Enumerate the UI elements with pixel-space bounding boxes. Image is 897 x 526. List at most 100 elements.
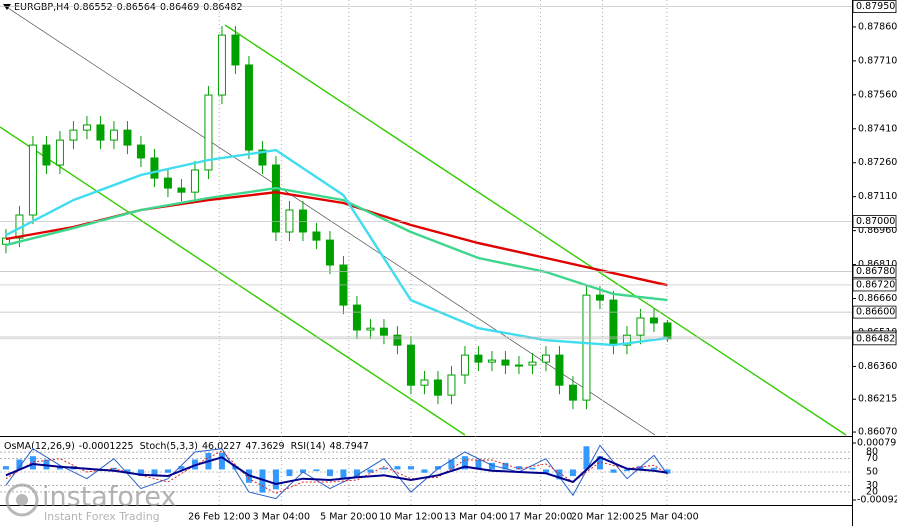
candle-body	[582, 294, 591, 401]
candle-body	[325, 239, 334, 266]
ohlc-low: 0.86469	[160, 2, 199, 13]
osma-bar	[502, 462, 509, 470]
candle-body	[406, 344, 415, 386]
watermark-brand: instaforex	[42, 482, 176, 513]
osma-name: OsMA(12,26,9)	[4, 441, 75, 452]
osma-bar	[529, 467, 536, 470]
candle-body	[42, 144, 51, 166]
x-tick-label: 13 Mar 04:00	[444, 512, 507, 523]
chart-title: EURGBP,H4 0.86552 0.86564 0.86469 0.86482	[14, 2, 243, 13]
y-tick-label: 0.86360	[858, 361, 897, 372]
candle-body	[379, 327, 388, 336]
osma-bar	[421, 469, 428, 473]
moving-average	[5, 186, 668, 302]
candle-body	[474, 354, 483, 363]
level-label: 70	[866, 453, 878, 464]
osma-bar	[542, 469, 549, 473]
y-tick-label: 0.87410	[858, 123, 897, 134]
price-level-box	[852, 278, 897, 292]
osma-bar	[272, 469, 279, 490]
candle-body	[271, 164, 280, 233]
candle-body	[69, 129, 78, 141]
osma-bar	[569, 469, 576, 477]
candle-body	[568, 384, 577, 401]
osma-bar	[461, 456, 468, 470]
indicator-header: OsMA(12,26,9) -0.0001225 Stoch(5,3,3) 46.02…	[4, 441, 369, 452]
watermark: instaforex Instant Forex Trading	[5, 482, 176, 523]
stoch-name: Stoch(5,3,3)	[140, 441, 198, 452]
candle-body	[393, 334, 402, 346]
y-tick-label: 0.87260	[858, 157, 897, 168]
y-tick-label: 0.87560	[858, 89, 897, 100]
osma-bar	[326, 469, 333, 477]
x-tick-label: 10 Mar 12:00	[379, 512, 442, 523]
osma-bar	[218, 452, 225, 470]
osma-bar	[313, 469, 320, 472]
osma-bar	[475, 459, 482, 470]
candle-body	[541, 354, 550, 363]
candle-body	[204, 94, 213, 171]
candle-body	[366, 327, 375, 331]
rsi-value: 48.7947	[330, 441, 369, 452]
x-tick-label: 5 Mar 20:00	[320, 512, 377, 523]
candle-body	[82, 124, 91, 131]
osma-bar	[407, 466, 414, 470]
candle-body	[258, 149, 267, 166]
price-level-box	[852, 264, 897, 278]
price-level-label: 0.86482	[856, 333, 895, 344]
candle-body	[150, 157, 159, 179]
candle-body	[636, 317, 645, 336]
watermark-tagline: Instant Forex Trading	[44, 510, 160, 523]
trend-line	[0, 126, 466, 436]
x-tick-label: 20 Mar 12:00	[571, 512, 634, 523]
candle-body	[501, 359, 510, 366]
price-level-label: 0.87950	[856, 1, 895, 12]
osma-bar	[394, 466, 401, 470]
x-tick-label: 17 Mar 20:00	[509, 512, 572, 523]
candle-body	[190, 169, 199, 193]
y-tick-label: 0.86070	[858, 427, 897, 438]
y-tick-label: 0.86810	[858, 259, 897, 270]
candle-body	[312, 231, 321, 241]
osma-bar	[596, 456, 603, 470]
candle-body	[298, 209, 307, 233]
osma-bar	[340, 469, 347, 480]
candle-body	[123, 129, 132, 146]
osma-bar	[353, 469, 360, 477]
level-label: 30	[866, 480, 878, 491]
osma-bar	[583, 446, 590, 470]
candle-body	[352, 304, 361, 331]
price-level-box	[852, 305, 897, 319]
osma-bar	[380, 467, 387, 470]
candle-body	[109, 129, 118, 141]
osma-bar	[178, 466, 185, 470]
x-tick-label: 3 Mar 04:00	[253, 512, 310, 523]
price-level-box	[852, 0, 897, 13]
title-marker	[3, 4, 11, 10]
osma-bar	[610, 469, 617, 473]
candle-body	[136, 144, 145, 159]
osma-bar	[151, 469, 158, 477]
osma-bar	[2, 466, 9, 470]
osma-bar	[664, 469, 671, 474]
osma-bar	[16, 459, 23, 470]
osma-bar	[124, 469, 131, 473]
candle-body	[487, 359, 496, 363]
x-tick-label: 25 Mar 04:00	[635, 512, 698, 523]
osma-bar	[29, 456, 36, 470]
rsi-name: RSI(14)	[291, 441, 326, 452]
price-level-label: 0.86600	[856, 307, 895, 318]
osma-bar	[448, 459, 455, 470]
osma-value: -0.0001225	[79, 441, 134, 452]
candle-body	[649, 317, 658, 324]
osma-bar	[367, 469, 374, 473]
candle-body	[609, 299, 618, 346]
osma-bar	[286, 469, 293, 477]
symbol: EURGBP,H4	[14, 2, 69, 13]
candle-body	[528, 361, 537, 366]
y2-tick-label: -0.000922	[857, 495, 897, 506]
candle-body	[285, 209, 294, 233]
y-tick-label: 0.87860	[858, 21, 897, 32]
